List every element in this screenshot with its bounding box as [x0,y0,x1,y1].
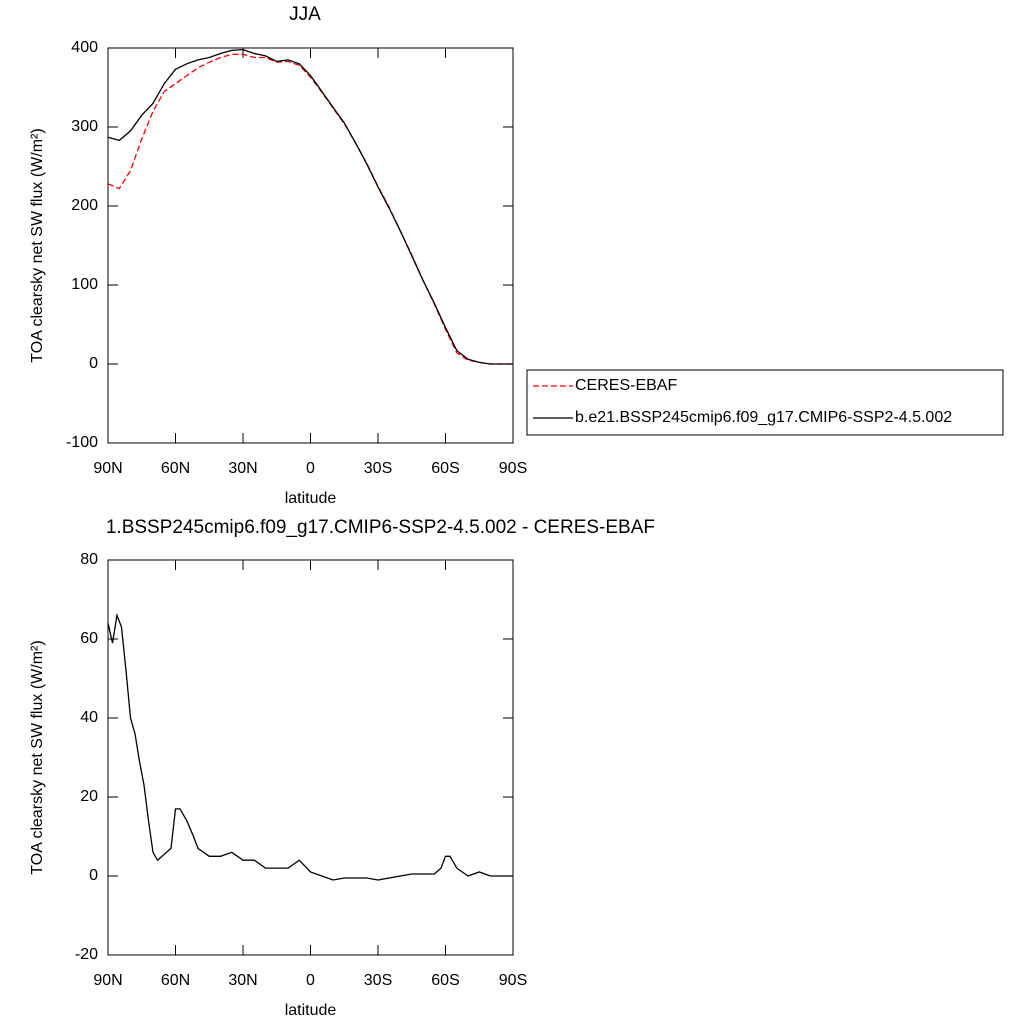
x-tick-label: 60N [161,972,190,989]
y-tick-label: 40 [80,709,98,726]
y-tick-label: 200 [71,197,98,214]
x-tick-label: 30S [364,972,392,989]
plot-frame [107,47,514,444]
legend-label: CERES-EBAF [575,377,677,394]
series-line [107,612,513,881]
x-tick-label: 60N [161,460,190,477]
x-tick-label: 0 [306,460,315,477]
x-tick-label: 30S [364,460,392,477]
y-tick-label: -100 [66,434,98,451]
x-tick-label: 60S [431,460,459,477]
y-tick-label: 400 [71,39,98,56]
legend-label: b.e21.BSSP245cmip6.f09_g17.CMIP6-SSP2-4.… [575,409,952,426]
y-tick-label: 80 [80,551,98,568]
y-tick-label: 0 [89,867,98,884]
x-tick-label: 60S [431,972,459,989]
x-tick-label: 30N [228,460,257,477]
x-tick-label: 30N [228,972,257,989]
chart-title: JJA [289,4,321,25]
y-tick-label: 60 [80,630,98,647]
x-tick-label: 90S [499,460,527,477]
legend-box [526,369,1004,436]
y-tick-label: 20 [80,788,98,805]
y-axis-label: TOA clearsky net SW flux (W/m²) [29,128,46,362]
y-tick-label: 300 [71,118,98,135]
plot-frame [107,559,514,956]
x-tick-label: 90N [93,972,122,989]
chart-title: 1.BSSP245cmip6.f09_g17.CMIP6-SSP2-4.5.00… [106,517,655,538]
x-tick-label: 0 [306,972,315,989]
y-tick-label: 0 [89,355,98,372]
x-tick-label: 90N [93,460,122,477]
series-line [107,48,513,365]
y-tick-label: 100 [71,276,98,293]
series-line [107,53,513,365]
x-tick-label: 90S [499,972,527,989]
x-axis-label: latitude [285,490,337,507]
y-tick-label: -20 [75,946,98,963]
x-axis-label: latitude [285,1002,337,1019]
y-axis-label: TOA clearsky net SW flux (W/m²) [29,640,46,874]
